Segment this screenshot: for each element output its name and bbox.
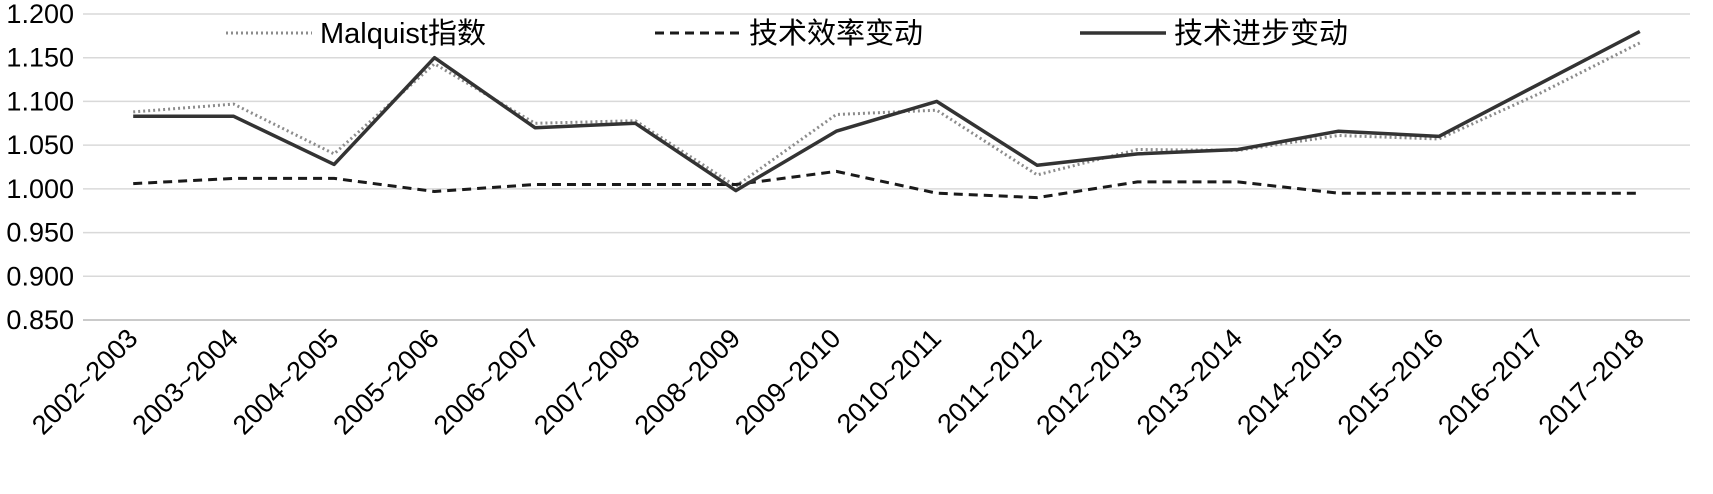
- legend-label-0: Malquist指数: [320, 17, 486, 50]
- x-tick-label: 2017~2018: [1533, 323, 1650, 440]
- x-tick-label: 2006~2007: [428, 323, 545, 440]
- x-tick-label: 2007~2008: [528, 323, 645, 440]
- y-tick-label: 1.200: [6, 0, 74, 29]
- y-tick-label: 1.100: [6, 86, 74, 116]
- x-tick-label: 2004~2005: [227, 323, 344, 440]
- x-tick-label: 2003~2004: [127, 323, 244, 440]
- legend-label-1: 技术效率变动: [749, 17, 923, 50]
- x-tick-label: 2005~2006: [327, 323, 444, 440]
- x-tick-label: 2002~2003: [26, 323, 143, 440]
- series-lines: [133, 29, 1641, 200]
- y-tick-label: 0.900: [6, 261, 74, 291]
- x-tick-label: 2008~2009: [629, 323, 746, 440]
- x-tick-label: 2010~2011: [831, 323, 947, 439]
- x-tick-label: 2016~2017: [1432, 323, 1549, 440]
- y-tick-label: 0.950: [6, 218, 74, 248]
- y-tick-label: 1.150: [6, 43, 74, 73]
- legend: Malquist指数 技术效率变动 技术进步变动: [226, 17, 1348, 50]
- y-axis-ticks: 1.200 1.150 1.100 1.050 1.000 0.950 0.900 0.850: [6, 0, 74, 335]
- series-line-2: [133, 29, 1641, 193]
- legend-label-2: 技术进步变动: [1174, 17, 1348, 50]
- gridlines: [83, 13, 1690, 321]
- y-tick-label: 0.850: [6, 305, 74, 335]
- x-tick-label: 2013~2014: [1131, 323, 1248, 440]
- x-tick-label: 2012~2013: [1031, 323, 1148, 440]
- x-tick-label: 2011~2012: [931, 323, 1047, 439]
- series-line-1: [133, 169, 1640, 200]
- x-axis-ticks: 2002~20032003~20042004~20052005~20062006…: [26, 323, 1650, 440]
- y-tick-label: 1.050: [6, 130, 74, 160]
- x-tick-label: 2015~2016: [1332, 323, 1449, 440]
- y-tick-label: 1.000: [6, 174, 74, 204]
- x-tick-label: 2009~2010: [729, 323, 846, 440]
- x-tick-label: 2014~2015: [1231, 323, 1348, 440]
